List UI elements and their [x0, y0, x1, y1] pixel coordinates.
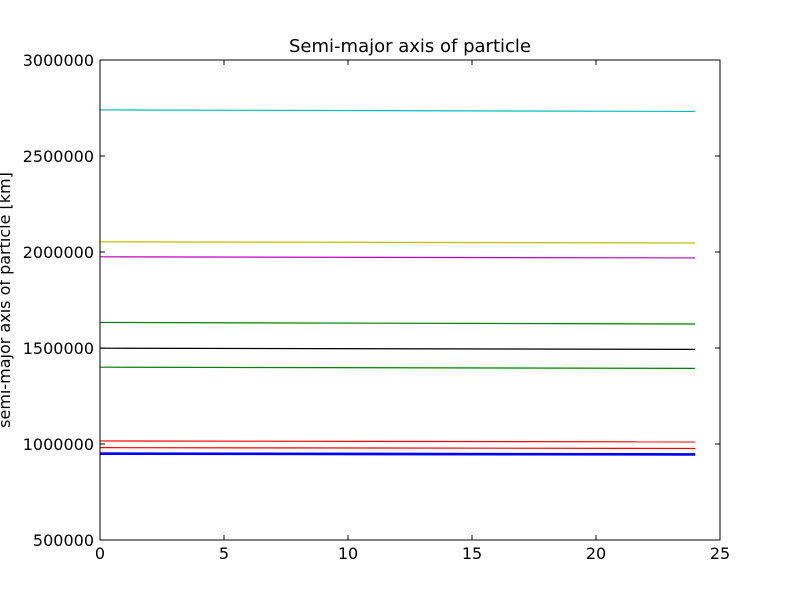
series-line-3 [99, 256, 696, 259]
chart-title: Semi-major axis of particle [289, 36, 531, 57]
y-tick-label-500000: 500000 [33, 531, 94, 550]
series-line-1 [99, 109, 696, 113]
x-tick-label-10: 10 [338, 544, 358, 563]
y-tick-label-1000000: 1000000 [23, 435, 94, 454]
series-line-10 [99, 453, 696, 456]
series-line-8 [99, 447, 696, 450]
series-line-7 [99, 440, 696, 443]
series-layer [99, 109, 696, 456]
y-axis-label: semi-major axis of particle [km] [0, 172, 14, 428]
x-tick-label-0: 0 [95, 544, 105, 563]
series-line-6 [99, 366, 696, 369]
series-line-9 [99, 452, 696, 456]
x-tick-label-5: 5 [219, 544, 229, 563]
series-line-2 [99, 241, 696, 244]
series-line-4 [99, 321, 696, 325]
y-tick-label-2000000: 2000000 [23, 243, 94, 262]
tick-layer: 0 5 10 15 20 25 500000 1000000 1500000 2000000 250… [23, 51, 730, 563]
plot-frame [99, 59, 721, 541]
y-tick-label-3000000: 3000000 [23, 51, 94, 70]
series-line-5 [99, 347, 696, 350]
y-tick-label-1500000: 1500000 [23, 339, 94, 358]
x-tick-label-20: 20 [586, 544, 606, 563]
y-tick-label-2500000: 2500000 [23, 147, 94, 166]
x-tick-label-15: 15 [462, 544, 482, 563]
x-tick-label-25: 25 [710, 544, 730, 563]
